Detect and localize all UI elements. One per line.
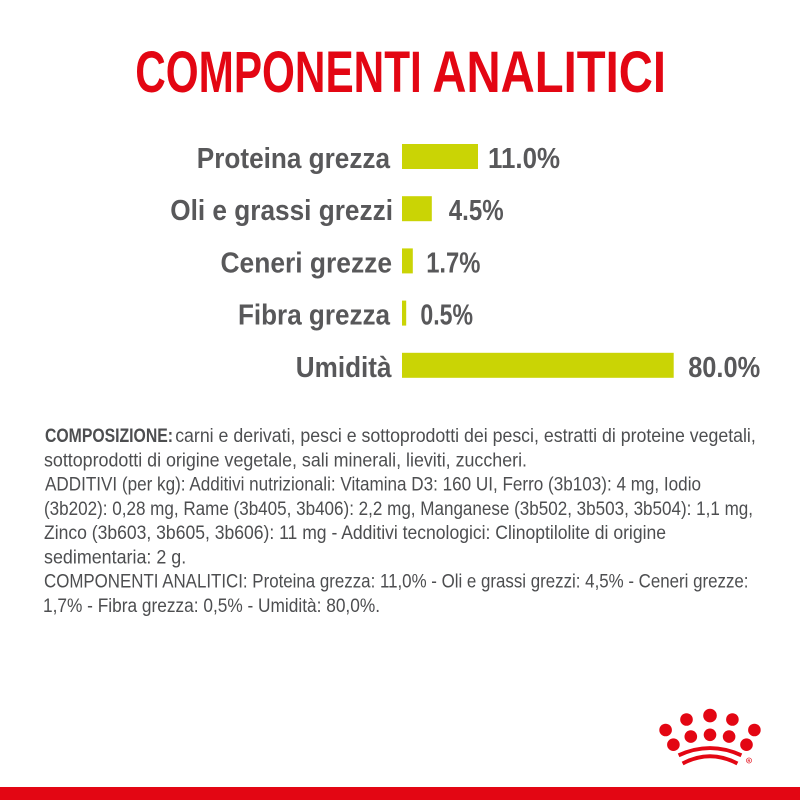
svg-text:Ceneri grezze: Ceneri grezze [221, 247, 393, 279]
svg-text:sottoprodotti di origine veget: sottoprodotti di origine vegetale, sali … [44, 450, 527, 471]
svg-text:11.0%: 11.0% [488, 143, 560, 175]
svg-text:Umidità: Umidità [296, 352, 392, 384]
svg-text:COMPONENTI: COMPONENTI [135, 40, 422, 105]
svg-text:1,7% - Fibra grezza: 0,5% - Um: 1,7% - Fibra grezza: 0,5% - Umidità: 80,… [43, 596, 380, 617]
svg-text:carni e derivati, pesci e sott: carni e derivati, pesci e sottoprodotti … [175, 426, 756, 447]
svg-text:ADDITIVI (per kg): Additivi nu: ADDITIVI (per kg): Additivi nutrizionali… [45, 475, 701, 496]
svg-text:Proteina grezza: Proteina grezza [197, 143, 391, 175]
svg-text:Fibra grezza: Fibra grezza [238, 300, 391, 332]
svg-text:COMPOSIZIONE:: COMPOSIZIONE: [45, 426, 173, 447]
svg-text:1.7%: 1.7% [426, 247, 480, 279]
svg-text:ANALITICI: ANALITICI [432, 40, 666, 105]
svg-text:COMPONENTI ANALITICI: Proteina: COMPONENTI ANALITICI: Proteina grezza: 1… [44, 572, 749, 593]
svg-text:Oli e grassi grezzi: Oli e grassi grezzi [170, 195, 393, 227]
svg-text:80.0%: 80.0% [688, 352, 760, 384]
svg-text:4.5%: 4.5% [449, 195, 504, 227]
svg-text:sedimentaria: 2 g.: sedimentaria: 2 g. [44, 547, 186, 568]
svg-text:0.5%: 0.5% [420, 300, 473, 332]
svg-text:(3b202): 0,28 mg, Rame (3b405,: (3b202): 0,28 mg, Rame (3b405, 3b406): 2… [44, 499, 753, 520]
svg-text:Zinco (3b603, 3b605, 3b606): 1: Zinco (3b603, 3b605, 3b606): 11 mg - Add… [44, 523, 666, 544]
svg-text:R: R [748, 758, 751, 763]
